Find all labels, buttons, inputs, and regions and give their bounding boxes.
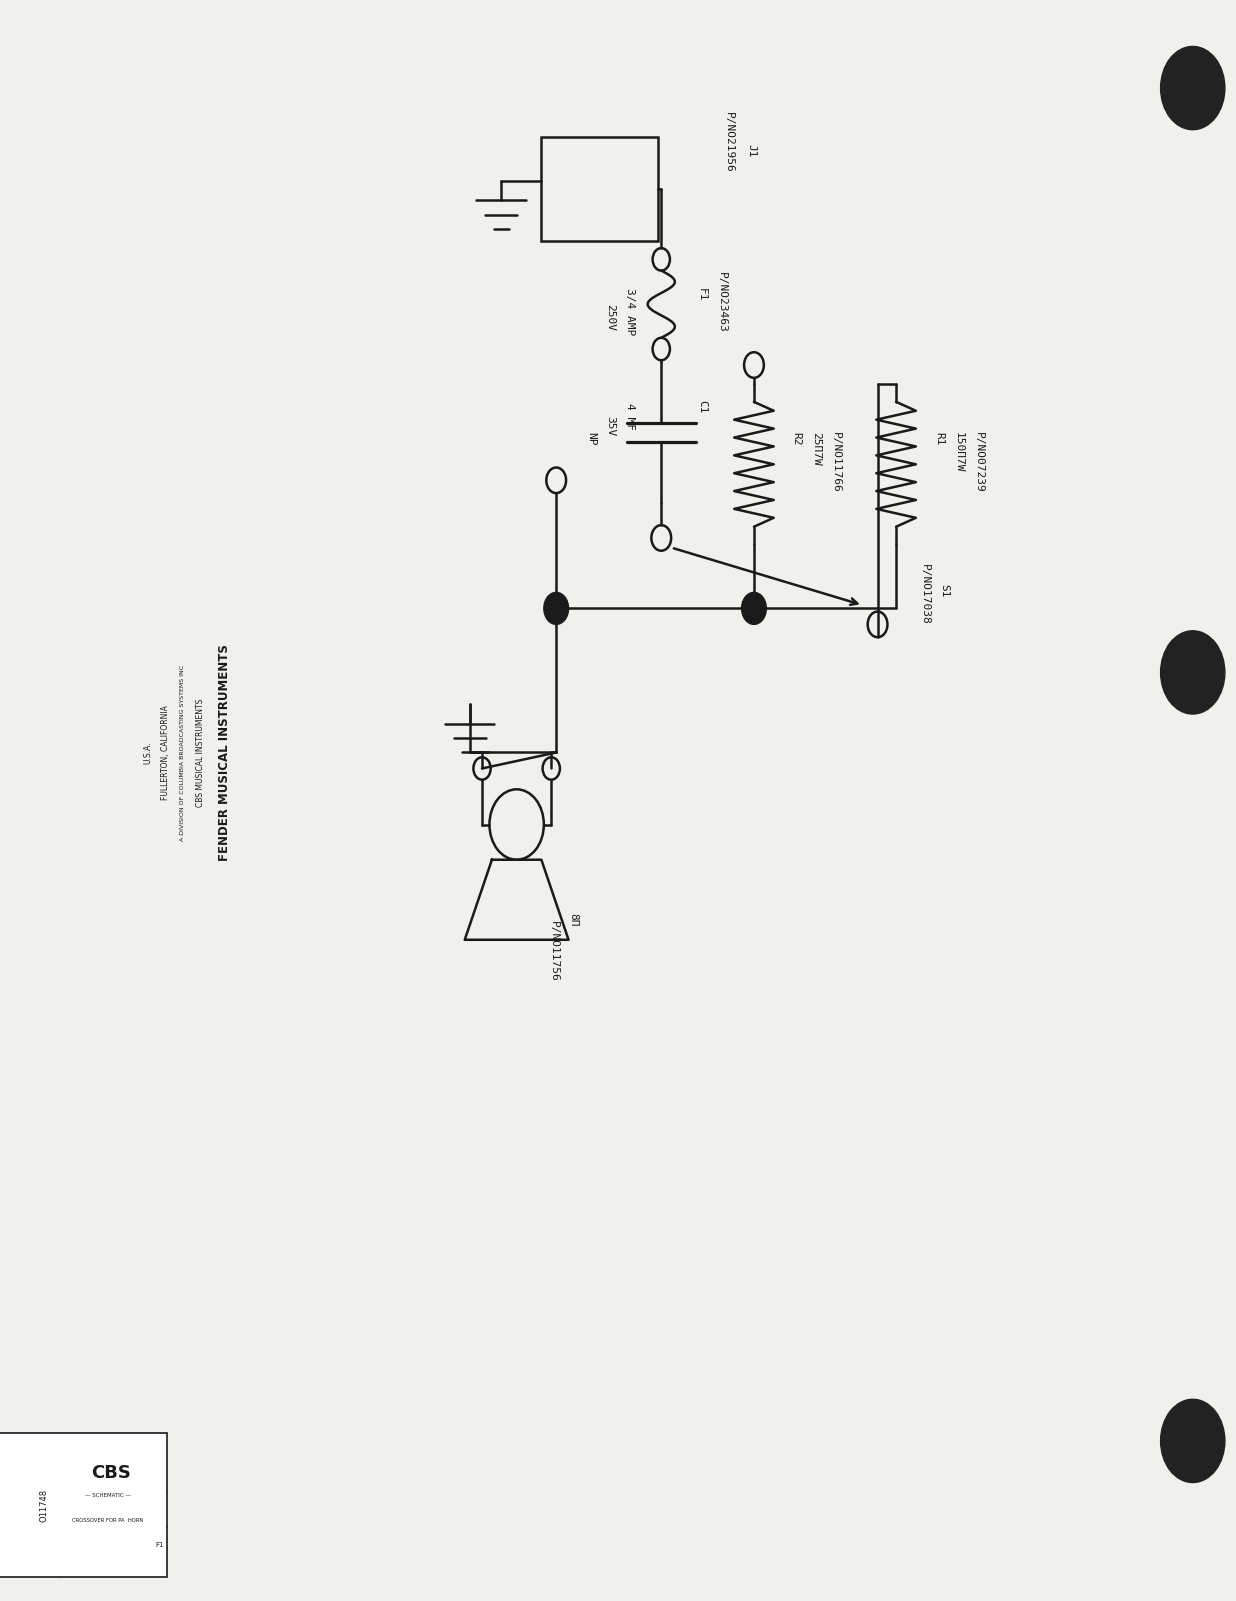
Circle shape — [1161, 631, 1225, 714]
Text: F1: F1 — [697, 288, 707, 301]
Text: O11748: O11748 — [40, 1489, 48, 1521]
Text: F1: F1 — [156, 1542, 164, 1548]
Circle shape — [1161, 1399, 1225, 1483]
Text: S1: S1 — [939, 584, 949, 597]
Text: P/NO17038: P/NO17038 — [920, 564, 929, 624]
Text: FULLERTON, CALIFORNIA: FULLERTON, CALIFORNIA — [161, 704, 171, 800]
Text: NP: NP — [586, 432, 596, 445]
Text: 250V: 250V — [606, 304, 616, 331]
Text: R2: R2 — [791, 432, 801, 445]
Text: A DIVISION OF COLUMBIA BROADCASTING SYSTEMS INC: A DIVISION OF COLUMBIA BROADCASTING SYST… — [180, 664, 185, 841]
Text: 4 MF: 4 MF — [625, 403, 635, 431]
Text: P/NO21956: P/NO21956 — [724, 112, 734, 173]
Text: CROSSOVER FOR PA  HORN: CROSSOVER FOR PA HORN — [73, 1518, 143, 1523]
Text: P/NO11756: P/NO11756 — [549, 921, 559, 981]
Circle shape — [1161, 46, 1225, 130]
Text: R1: R1 — [934, 432, 944, 445]
Bar — [0, 1433, 167, 1577]
Text: 150Π7W: 150Π7W — [954, 432, 964, 472]
Text: 25Π7W: 25Π7W — [811, 432, 821, 466]
Text: — SCHEMATIC —: — SCHEMATIC — — [85, 1492, 131, 1499]
Bar — [540, 136, 658, 240]
Text: P/NO23463: P/NO23463 — [717, 272, 727, 333]
Text: 35V: 35V — [606, 416, 616, 437]
Text: J1: J1 — [747, 144, 756, 157]
Text: 3/4 AMP: 3/4 AMP — [625, 288, 635, 336]
Text: CBS: CBS — [91, 1465, 131, 1483]
Text: FENDER MUSICAL INSTRUMENTS: FENDER MUSICAL INSTRUMENTS — [219, 644, 231, 861]
Text: U.S.A.: U.S.A. — [143, 741, 153, 764]
Text: 8Π: 8Π — [569, 913, 578, 925]
Text: C1: C1 — [697, 400, 707, 413]
Text: CBS MUSICAL INSTRUMENTS: CBS MUSICAL INSTRUMENTS — [195, 698, 205, 807]
Text: P/NO11766: P/NO11766 — [831, 432, 840, 493]
Circle shape — [544, 592, 569, 624]
Text: P/NO07239: P/NO07239 — [974, 432, 984, 493]
Circle shape — [742, 592, 766, 624]
